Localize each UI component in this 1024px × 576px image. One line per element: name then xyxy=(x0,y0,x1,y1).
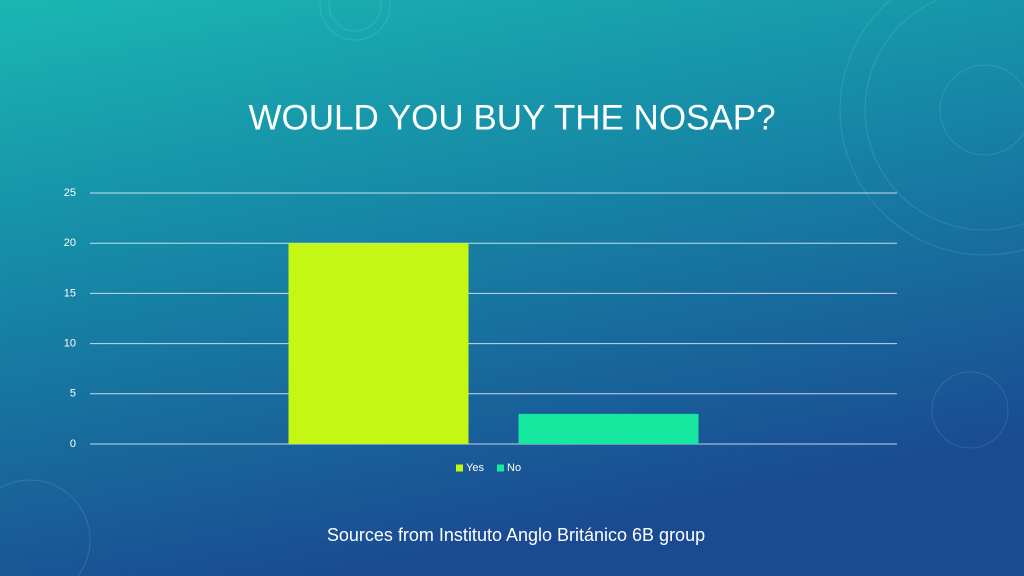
source-note: Sources from Instituto Anglo Británico 6… xyxy=(327,525,705,545)
y-tick-label: 0 xyxy=(70,438,76,450)
legend-swatch xyxy=(497,464,504,472)
legend-label: No xyxy=(507,462,521,474)
legend-swatch xyxy=(456,464,463,472)
y-tick-label: 20 xyxy=(64,237,76,249)
y-tick-label: 10 xyxy=(64,338,76,350)
bar xyxy=(288,243,469,444)
legend-label: Yes xyxy=(466,462,484,474)
chart-title: WOULD YOU BUY THE NOSAP? xyxy=(248,98,775,137)
y-tick-label: 25 xyxy=(64,187,76,199)
y-tick-label: 5 xyxy=(70,388,76,400)
bar xyxy=(518,413,699,444)
y-tick-label: 15 xyxy=(64,287,76,299)
